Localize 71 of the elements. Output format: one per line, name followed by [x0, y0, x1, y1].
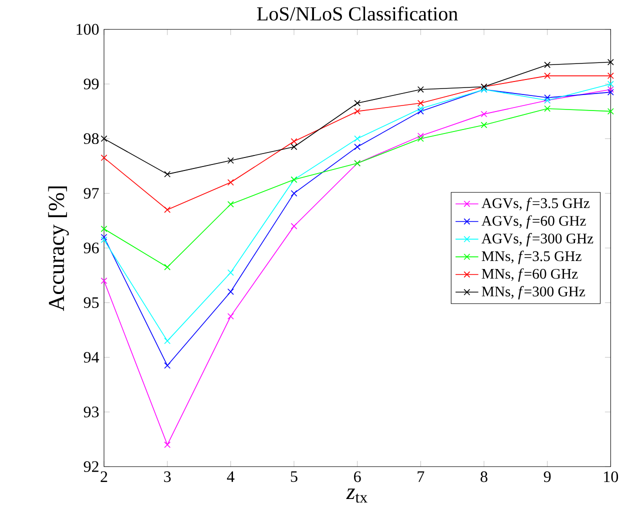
y-tick-label: 98	[84, 133, 99, 144]
point	[227, 157, 234, 164]
point	[607, 108, 614, 115]
x-axis-title: z$_{tx}$	[346, 488, 368, 503]
point	[417, 86, 424, 93]
x-tick-label: 7	[418, 471, 424, 482]
y-tick-label: 96	[84, 242, 99, 254]
point	[100, 236, 108, 244]
point	[607, 72, 614, 80]
legend-label: AGVs, f=60 GHz	[482, 215, 586, 229]
point	[227, 269, 234, 276]
point	[164, 264, 171, 270]
legend-label: MNs, f=3.5 GHz	[482, 250, 582, 264]
point	[164, 170, 171, 178]
legend-label: AGVs, f=300 GHz	[482, 233, 594, 246]
point	[480, 110, 488, 118]
point	[164, 338, 171, 344]
y-tick-label: 100	[76, 24, 99, 35]
point	[607, 88, 614, 96]
point	[544, 105, 551, 112]
point	[100, 135, 108, 142]
point	[290, 138, 298, 145]
y-tick-label: 95	[84, 297, 99, 308]
x-tick-label: 8	[480, 471, 488, 482]
y-tick-label: 97	[84, 188, 99, 199]
legend-label: MNs, f=60 GHz	[482, 268, 578, 282]
point	[100, 154, 108, 162]
point	[417, 100, 424, 106]
legend-label: MNs, f=300 GHz	[482, 286, 586, 300]
y-axis-title: Accuracy [%]	[48, 186, 69, 311]
x-tick-label: 5	[290, 471, 298, 482]
point	[354, 144, 361, 150]
x-tick-label: 3	[164, 471, 171, 482]
point	[544, 72, 551, 80]
point	[417, 108, 424, 115]
x-tick-label: 9	[544, 471, 551, 482]
point	[354, 100, 361, 106]
point	[227, 313, 234, 320]
point	[607, 80, 614, 88]
y-tick-label: 93	[84, 406, 99, 418]
point	[417, 135, 424, 142]
point	[100, 234, 108, 240]
point	[290, 190, 298, 197]
point	[100, 226, 108, 232]
point	[290, 222, 298, 230]
point	[164, 362, 171, 369]
point	[544, 62, 551, 68]
chart-title: LoS/NLoS Classification	[257, 6, 458, 21]
y-tick-label: 92	[84, 461, 98, 472]
point	[354, 108, 361, 115]
point	[544, 94, 551, 101]
legend-label: AGVs, f=3.5 GHz	[482, 198, 590, 212]
point	[227, 288, 234, 295]
point	[227, 201, 234, 208]
point	[227, 179, 234, 186]
point	[164, 442, 171, 448]
point	[480, 122, 488, 128]
point	[354, 135, 361, 142]
point	[417, 105, 424, 112]
x-tick-label: 10	[604, 471, 618, 482]
point	[417, 132, 424, 140]
y-tick-label: 99	[84, 78, 99, 90]
point	[164, 206, 171, 213]
x-tick-label: 6	[354, 471, 361, 482]
x-tick-label: 2	[100, 471, 108, 482]
y-tick-label: 94	[84, 352, 100, 363]
point	[607, 86, 614, 93]
point	[290, 144, 298, 150]
x-tick-label: 4	[226, 471, 234, 482]
point	[607, 58, 614, 66]
point	[100, 278, 108, 284]
